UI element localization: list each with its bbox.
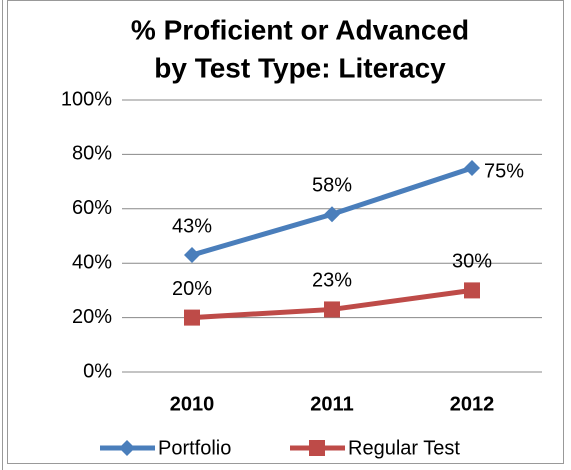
point — [464, 282, 480, 299]
y-tick-label: 0% — [83, 360, 112, 382]
y-tick-label: 100% — [61, 88, 112, 110]
data-label: 75% — [484, 160, 524, 182]
data-label: 30% — [452, 251, 492, 273]
chart-title: by Test Type: Literacy — [154, 52, 446, 83]
data-label: 43% — [172, 215, 212, 237]
frame — [7, 0, 564, 464]
legend-label: Portfolio — [158, 437, 231, 459]
x-tick-label: 2010 — [170, 393, 215, 415]
chart-title: % Proficient or Advanced — [131, 14, 469, 45]
legend-marker — [119, 440, 135, 456]
data-label: 23% — [312, 270, 352, 292]
y-tick-label: 60% — [72, 197, 112, 219]
point — [464, 160, 480, 176]
x-tick-label: 2012 — [450, 393, 495, 415]
legend-marker — [309, 440, 325, 456]
point — [324, 206, 340, 223]
y-tick-label: 80% — [72, 143, 112, 165]
point — [184, 309, 200, 326]
legend-label: Regular Test — [348, 437, 460, 459]
point — [324, 301, 340, 318]
x-tick-label: 2011 — [310, 393, 353, 415]
y-tick-label: 20% — [72, 306, 112, 328]
y-tick-label: 40% — [72, 251, 112, 273]
data-label: 58% — [312, 175, 352, 197]
data-label: 20% — [172, 278, 212, 300]
point — [184, 247, 200, 264]
